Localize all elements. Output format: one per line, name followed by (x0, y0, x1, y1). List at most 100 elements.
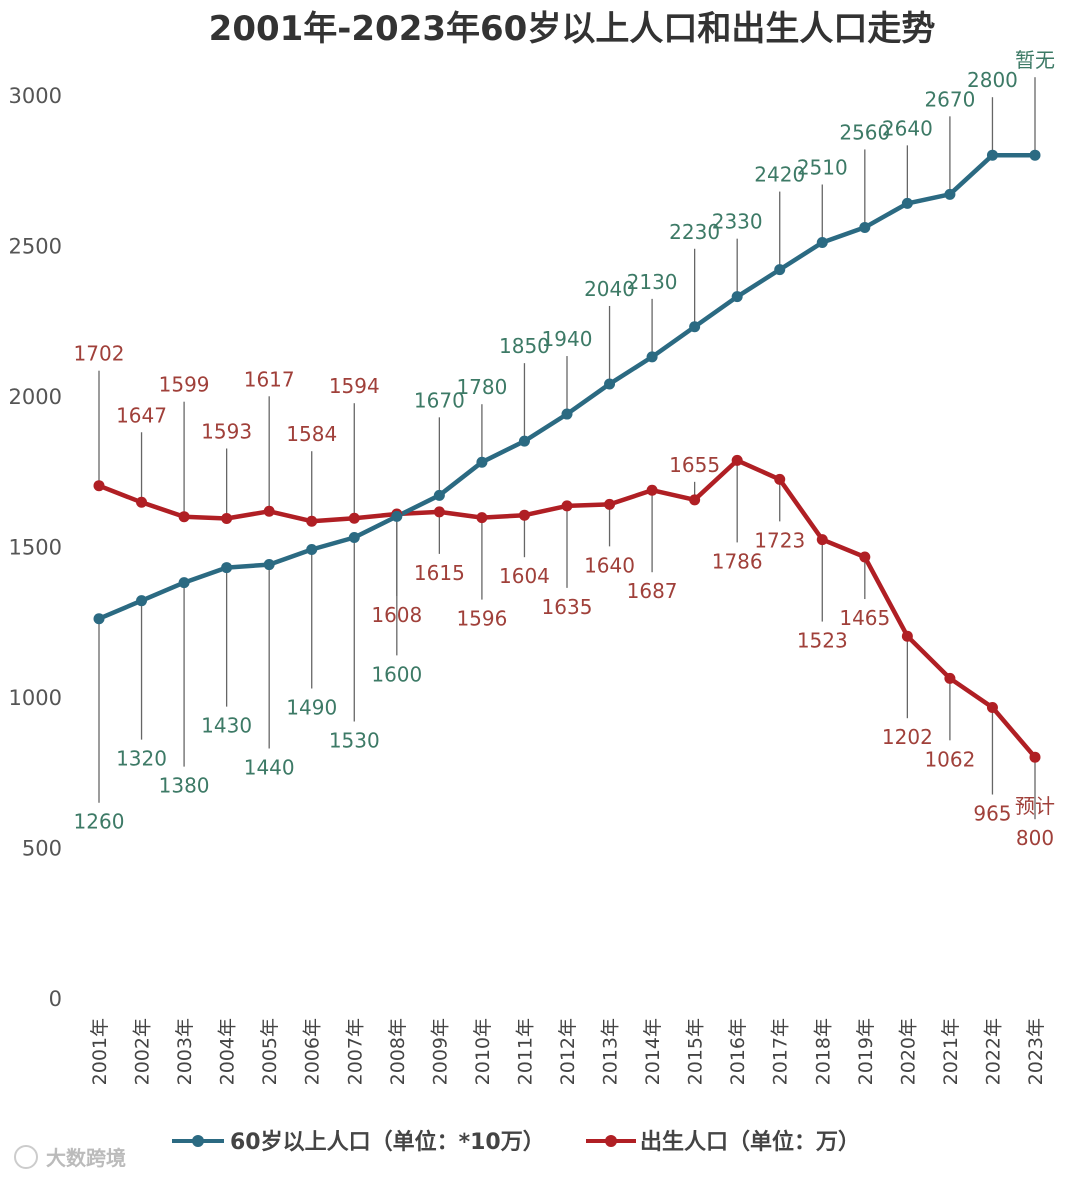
births-data-point (944, 672, 956, 684)
aging-data-point (136, 595, 148, 607)
births-data-point (136, 496, 148, 508)
aging-data-label: 2510 (797, 155, 848, 179)
aging-data-point (986, 149, 998, 161)
aging-data-label: 2640 (882, 116, 933, 140)
births-data-point (859, 551, 871, 563)
births-data-label: 1599 (159, 373, 210, 397)
births-data-label: 1608 (371, 603, 422, 627)
births-data-point (774, 473, 786, 485)
aging-data-label: 暂无 (1015, 48, 1055, 72)
series-lines (98, 152, 1037, 759)
aging-data-label: 2230 (669, 220, 720, 244)
x-tick-label: 2001年 (89, 1018, 111, 1085)
x-tick-label: 2010年 (472, 1018, 494, 1085)
x-tick-label: 2004年 (217, 1018, 239, 1085)
x-tick-label: 2021年 (940, 1018, 962, 1085)
x-tick-label: 2011年 (514, 1018, 536, 1085)
y-tick-label: 500 (22, 837, 62, 861)
aging-data-point (263, 559, 275, 571)
births-data-label: 1635 (542, 595, 593, 619)
births-data-label: 1655 (669, 453, 720, 477)
births-data-point (1029, 751, 1041, 763)
births-data-point (348, 512, 360, 524)
births-data-label: 1647 (116, 403, 167, 427)
x-tick-label: 2003年 (174, 1018, 196, 1085)
births-data-point (901, 630, 913, 642)
aging-data-point (859, 221, 871, 233)
leader-lines (98, 77, 1036, 820)
x-tick-label: 2005年 (259, 1018, 281, 1085)
x-tick-label: 2023年 (1025, 1018, 1047, 1085)
data-labels: 1260 1320 1380 1430 1440 1490 1530 1600 16701780… (74, 48, 1055, 850)
aging-data-point (944, 188, 956, 200)
x-tick-label: 2006年 (302, 1018, 324, 1085)
aging-data-point (348, 531, 360, 543)
births-data-point (731, 454, 743, 466)
births-data-label: 1523 (797, 629, 848, 653)
watermark-logo-icon (14, 1145, 38, 1169)
x-tick-label: 2013年 (600, 1018, 622, 1085)
x-tick-label: 2002年 (132, 1018, 154, 1085)
births-data-label: 1202 (882, 725, 933, 749)
aging-data-label: 1430 (201, 714, 252, 738)
births-data-label: 1465 (839, 606, 890, 630)
x-tick-label: 2009年 (429, 1018, 451, 1085)
x-tick-label: 2020年 (897, 1018, 919, 1085)
aging-data-label: 1530 (329, 728, 380, 752)
births-data-point (561, 500, 573, 512)
births-data-point (433, 506, 445, 518)
births-data-label: 800 (1016, 826, 1054, 850)
aging-data-point (306, 544, 318, 556)
y-tick-label: 2500 (9, 235, 62, 259)
aging-data-point (901, 197, 913, 209)
aging-data-label: 1600 (371, 662, 422, 686)
aging-data-label: 2040 (584, 277, 635, 301)
births-data-point (221, 513, 233, 525)
aging-data-point (93, 613, 105, 625)
births-data-point (476, 512, 488, 524)
births-data-label: 1786 (712, 549, 763, 573)
y-tick-label: 1500 (9, 536, 62, 560)
births-data-point (816, 534, 828, 546)
x-tick-label: 2017年 (770, 1018, 792, 1085)
births-data-point (306, 515, 318, 527)
aging-data-point (476, 456, 488, 468)
aging-data-label: 1320 (116, 747, 167, 771)
births-annotation: 预计 (1015, 794, 1055, 818)
aging-data-label: 1850 (499, 334, 550, 358)
series-points (93, 149, 1041, 763)
aging-data-point (689, 321, 701, 333)
aging-data-point (178, 577, 190, 589)
births-data-label: 1615 (414, 561, 465, 585)
y-axis: 0 500 1000 1500 2000 2500 3000 (9, 84, 62, 1011)
aging-data-point (221, 562, 233, 574)
births-data-point (518, 509, 530, 521)
x-tick-label: 2012年 (557, 1018, 579, 1085)
aging-data-point (774, 264, 786, 276)
aging-data-label: 1380 (159, 774, 210, 798)
aging-data-point (561, 408, 573, 420)
legend-label-births: 出生人口（单位：万） (640, 1129, 860, 1155)
aging-data-point (391, 510, 403, 522)
x-tick-label: 2016年 (727, 1018, 749, 1085)
aging-data-point (1029, 149, 1041, 161)
births-data-label: 1617 (244, 367, 295, 391)
aging-data-label: 2130 (627, 270, 678, 294)
chart-title: 2001年-2023年60岁以上人口和出生人口走势 (209, 9, 936, 49)
aging-data-point (518, 435, 530, 447)
aging-data-point (731, 291, 743, 303)
aging-data-label: 1940 (542, 327, 593, 351)
births-data-label: 965 (973, 802, 1011, 826)
births-data-point (646, 484, 658, 496)
births-data-point (93, 480, 105, 492)
legend-marker-births (605, 1135, 617, 1147)
legend: 60岁以上人口（单位：*10万） 出生人口（单位：万） (172, 1129, 860, 1155)
aging-data-label: 1440 (244, 756, 295, 780)
aging-data-label: 1780 (456, 375, 507, 399)
births-data-label: 1594 (329, 374, 380, 398)
x-tick-label: 2007年 (344, 1018, 366, 1085)
aging-data-label: 1490 (286, 696, 337, 720)
y-tick-label: 1000 (9, 686, 62, 710)
aging-data-label: 2420 (754, 163, 805, 187)
